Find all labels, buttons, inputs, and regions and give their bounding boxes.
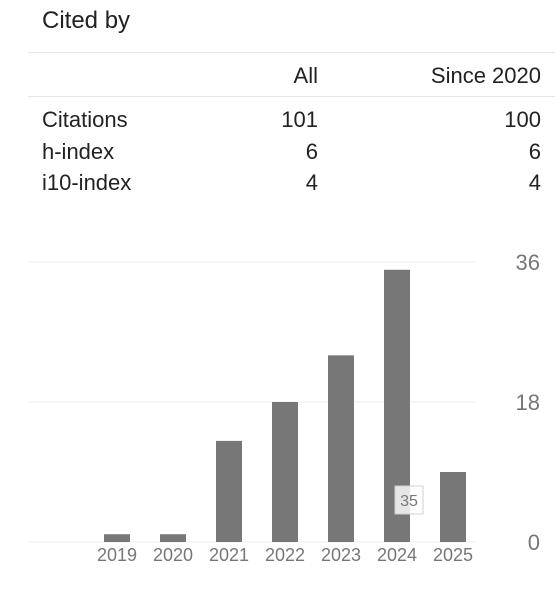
h-index-label: h-index xyxy=(42,138,192,166)
bar[interactable] xyxy=(104,534,130,542)
panel-title: Cited by xyxy=(42,6,130,36)
i10-index-label: i10-index xyxy=(42,169,192,197)
x-tick-label: 2020 xyxy=(153,545,193,565)
bar[interactable] xyxy=(440,472,466,542)
x-tick-label: 2021 xyxy=(209,545,249,565)
i10-index-since-value: 4 xyxy=(380,169,541,197)
bar[interactable] xyxy=(216,441,242,542)
citations-label: Citations xyxy=(42,106,192,134)
citations-bar-chart: 0 18 36 2019 2020 2021 2022 2023 2024 2025 35 xyxy=(0,230,560,594)
citations-since-value: 100 xyxy=(380,106,541,134)
x-tick-label: 2019 xyxy=(97,545,137,565)
column-header-since: Since 2020 xyxy=(380,62,541,90)
h-index-since-value: 6 xyxy=(380,138,541,166)
citations-chart: 0 18 36 2019 2020 2021 2022 2023 2024 2025 35 xyxy=(0,230,560,594)
y-tick-label: 36 xyxy=(516,250,540,275)
y-tick-label: 0 xyxy=(528,530,540,555)
h-index-all-value: 6 xyxy=(180,138,318,166)
x-tick-label: 2025 xyxy=(433,545,473,565)
header-divider xyxy=(28,96,555,97)
i10-index-all-value: 4 xyxy=(180,169,318,197)
y-tick-label: 18 xyxy=(516,390,540,415)
top-divider xyxy=(28,52,555,53)
citations-all-value: 101 xyxy=(180,106,318,134)
x-tick-label: 2022 xyxy=(265,545,305,565)
column-header-all: All xyxy=(180,62,318,90)
bar[interactable] xyxy=(328,355,354,542)
bar[interactable] xyxy=(272,402,298,542)
x-tick-label: 2023 xyxy=(321,545,361,565)
tooltip-value: 35 xyxy=(400,493,418,510)
x-tick-label: 2024 xyxy=(377,545,417,565)
bar[interactable] xyxy=(160,534,186,542)
